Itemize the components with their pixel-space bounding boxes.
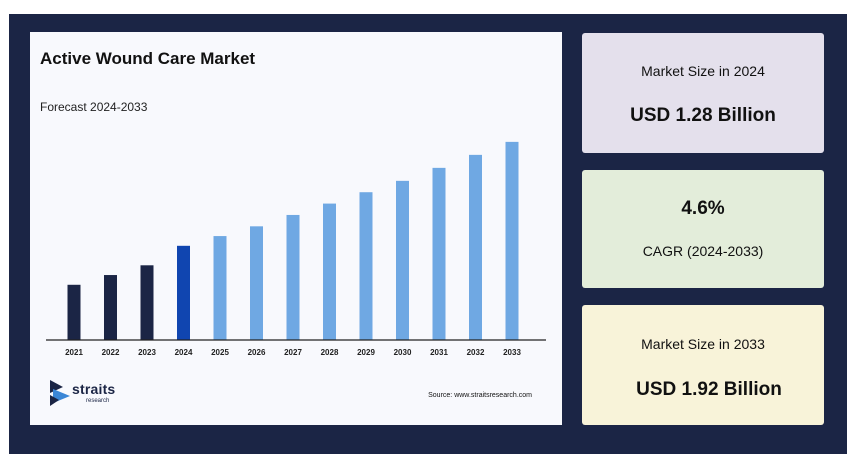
x-tick-label-2026: 2026 (248, 348, 266, 357)
market-size-2024-value: USD 1.28 Billion (630, 105, 776, 126)
market-size-2024-card: Market Size in 2024 USD 1.28 Billion (582, 33, 824, 153)
x-tick-label-2030: 2030 (394, 348, 412, 357)
chart-title: Active Wound Care Market (40, 49, 256, 68)
x-tick-label-2025: 2025 (211, 348, 229, 357)
x-tick-label-2028: 2028 (321, 348, 339, 357)
market-size-2033-label: Market Size in 2033 (641, 336, 765, 352)
bar-2022 (104, 275, 117, 340)
bar-2028 (323, 203, 336, 340)
bar-2031 (432, 167, 446, 340)
cagr-value: 4.6% (681, 198, 725, 219)
bar-chart: 2021 2022 2023 2024 2025 2026 2027 2028 2029 2030… (46, 141, 546, 357)
bar-2026 (250, 226, 263, 340)
chart-card: Active Wound Care Market Forecast 2024-2… (30, 32, 562, 425)
cagr-label: CAGR (2024-2033) (642, 243, 764, 259)
source-note: Source: www.straitsresearch.com (428, 392, 532, 399)
logo-wordmark: straits (72, 381, 116, 397)
straits-logo-icon (50, 380, 70, 406)
chart-subtitle: Forecast 2024-2033 (40, 100, 148, 114)
market-size-2024-label: Market Size in 2024 (641, 63, 765, 79)
bar-2033 (505, 141, 519, 340)
x-tick-label-2029: 2029 (357, 348, 375, 357)
bar-2023 (140, 265, 154, 340)
logo-subtext: research (86, 398, 110, 404)
x-tick-label-2024: 2024 (175, 348, 193, 357)
x-tick-label-2027: 2027 (284, 348, 302, 357)
x-tick-label-2032: 2032 (467, 348, 485, 357)
x-tick-label-2033: 2033 (503, 348, 521, 357)
x-tick-label-2022: 2022 (102, 348, 120, 357)
cagr-card: 4.6% CAGR (2024-2033) (582, 170, 824, 288)
bar-2029 (359, 192, 373, 340)
x-tick-label-2031: 2031 (430, 348, 448, 357)
market-size-2033-value: USD 1.92 Billion (636, 379, 782, 400)
x-tick-label-2021: 2021 (65, 348, 83, 357)
bar-2024 (177, 245, 190, 340)
bar-2030 (396, 180, 409, 340)
bar-2021 (67, 284, 81, 340)
market-size-2033-card: Market Size in 2033 USD 1.92 Billion (582, 305, 824, 425)
bar-2027 (286, 214, 300, 340)
straits-logo: straits research (50, 380, 150, 410)
bar-2032 (469, 154, 482, 340)
bar-2025 (213, 236, 227, 340)
x-tick-label-2023: 2023 (138, 348, 156, 357)
